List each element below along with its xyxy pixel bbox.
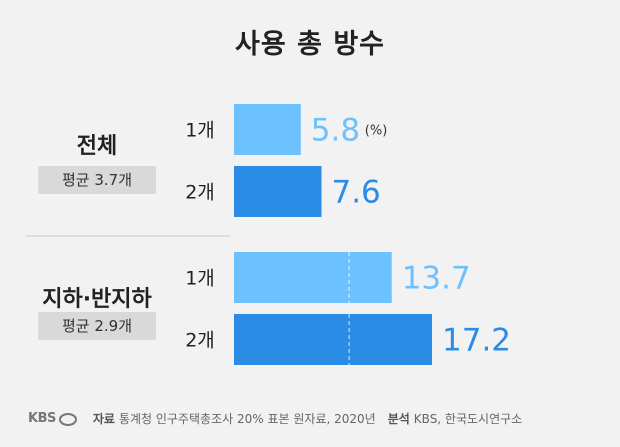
category-label: 2개 <box>185 182 215 204</box>
analysis-key: 분석 <box>387 412 410 426</box>
source-text: 통계청 인구주택총조사 20% 표본 원자료, 2020년 <box>118 412 376 426</box>
bar <box>234 104 301 155</box>
bar <box>234 314 432 365</box>
group-label-total: 전체 <box>76 134 118 159</box>
bar <box>234 252 392 303</box>
category-label: 2개 <box>185 330 215 352</box>
category-label: 1개 <box>185 268 215 290</box>
category-label: 1개 <box>185 120 215 142</box>
value-label: 17.2 <box>442 323 511 359</box>
kbs-eye-icon <box>58 413 77 426</box>
footer: KBS 자료 통계청 인구주택총조사 20% 표본 원자료, 2020년 분석 … <box>28 410 522 427</box>
source-key: 자료 <box>92 412 115 426</box>
group-label-basement: 지하·반지하 <box>42 287 152 312</box>
average-badge-basement: 평균 2.9개 <box>38 312 156 340</box>
analysis-text: KBS, 한국도시연구소 <box>413 412 523 426</box>
kbs-logo: KBS <box>28 411 56 426</box>
chart-title: 사용 총 방수 <box>235 29 385 60</box>
bar <box>234 166 322 217</box>
value-label: 13.7 <box>402 261 471 297</box>
value-label: 5.8 <box>311 113 360 149</box>
unit-note: (%) <box>365 124 388 139</box>
value-label: 7.6 <box>331 175 380 211</box>
average-badge-total: 평균 3.7개 <box>38 166 156 194</box>
